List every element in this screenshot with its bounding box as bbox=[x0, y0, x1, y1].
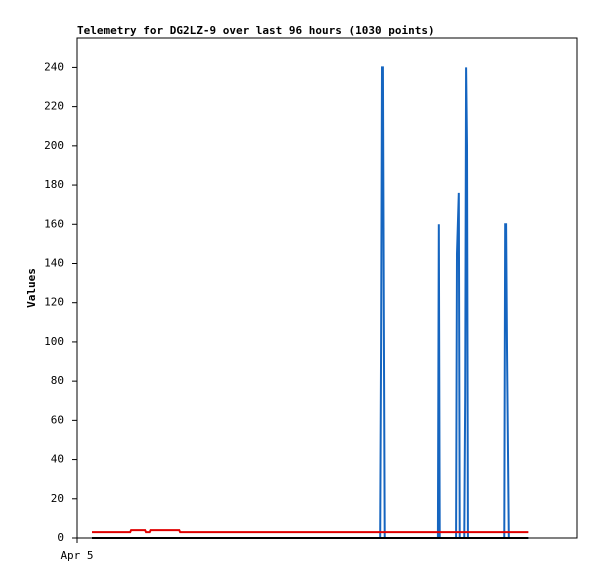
series-line bbox=[92, 66, 529, 539]
y-tick-label: 240 bbox=[44, 60, 64, 73]
y-tick-label: 220 bbox=[44, 100, 64, 113]
y-tick-label: 20 bbox=[51, 492, 64, 505]
y-tick-label: 40 bbox=[51, 453, 64, 466]
x-tick-label: Apr 5 bbox=[60, 549, 93, 562]
y-tick-label: 100 bbox=[44, 335, 64, 348]
y-tick-label: 140 bbox=[44, 256, 64, 269]
y-tick-label: 160 bbox=[44, 217, 64, 230]
series-line bbox=[92, 529, 529, 534]
y-axis-label: Values bbox=[25, 268, 38, 308]
y-tick-label: 80 bbox=[51, 374, 64, 387]
y-tick-label: 60 bbox=[51, 413, 64, 426]
y-tick-label: 120 bbox=[44, 296, 64, 309]
y-tick-label: 200 bbox=[44, 139, 64, 152]
y-tick-label: 180 bbox=[44, 178, 64, 191]
y-tick-label: 0 bbox=[57, 531, 64, 544]
plot-frame bbox=[76, 37, 578, 539]
chart-title: Telemetry for DG2LZ-9 over last 96 hours… bbox=[77, 24, 435, 37]
